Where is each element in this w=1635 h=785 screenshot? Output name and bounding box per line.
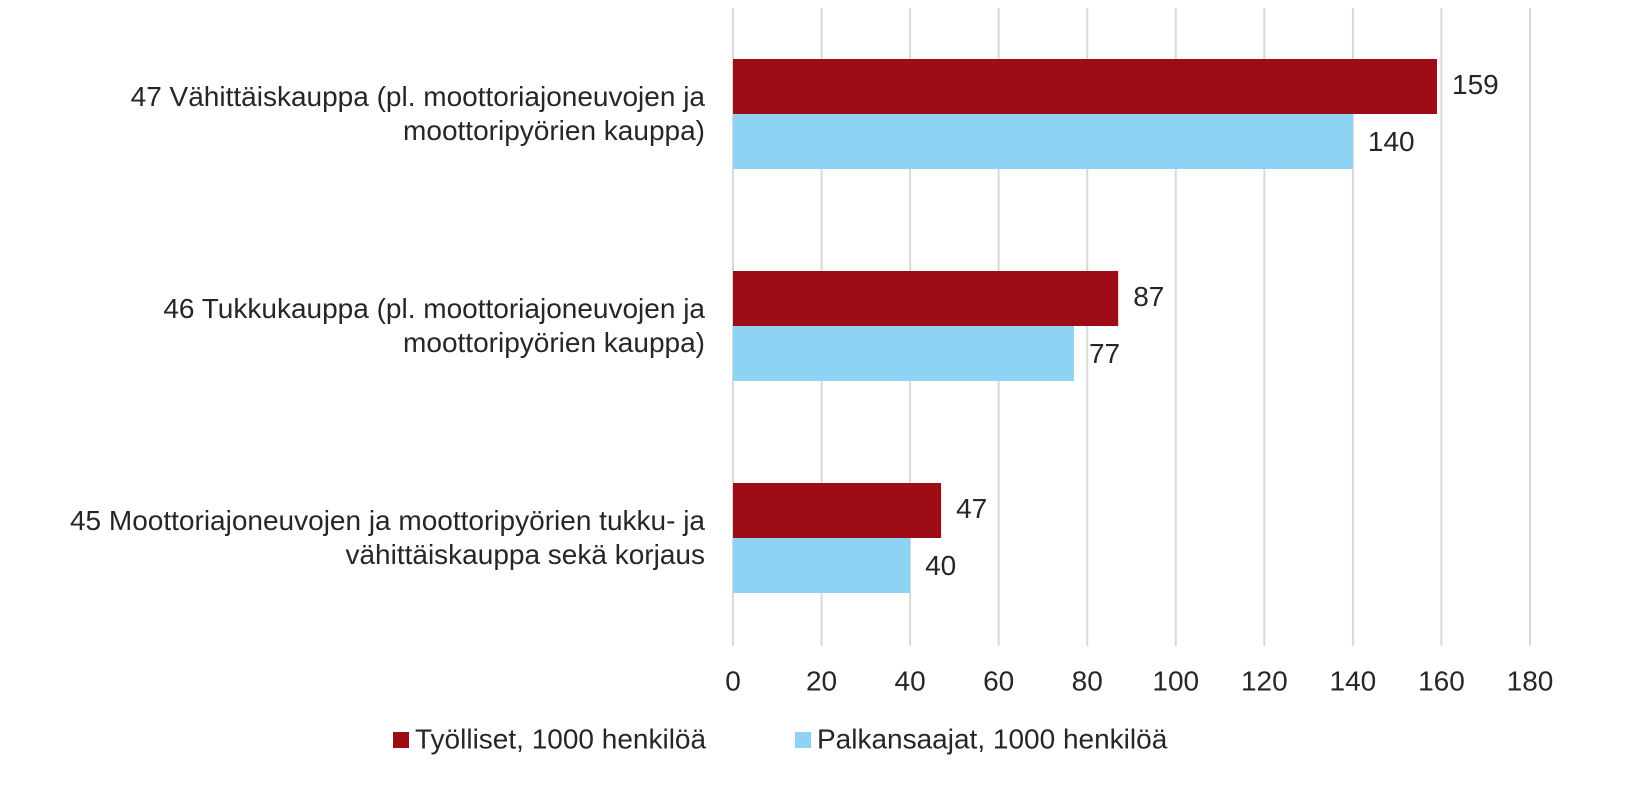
data-label: 87 — [1133, 281, 1164, 312]
bar — [733, 114, 1353, 169]
x-tick-label: 80 — [1072, 665, 1103, 696]
x-tick-label: 180 — [1507, 665, 1554, 696]
data-label: 40 — [925, 550, 956, 581]
legend-label: Palkansaajat, 1000 henkilöä — [817, 723, 1168, 754]
data-label: 47 — [956, 493, 987, 524]
data-label: 77 — [1089, 338, 1120, 369]
x-tick-label: 120 — [1241, 665, 1288, 696]
data-label: 140 — [1368, 126, 1415, 157]
legend-swatch — [393, 732, 409, 748]
x-tick-label: 0 — [725, 665, 741, 696]
bar — [733, 538, 911, 593]
bar — [733, 326, 1074, 381]
x-tick-label: 20 — [806, 665, 837, 696]
x-tick-label: 40 — [895, 665, 926, 696]
bar — [733, 271, 1119, 326]
data-label: 159 — [1452, 69, 1499, 100]
x-tick-label: 60 — [983, 665, 1014, 696]
legend-swatch — [795, 732, 811, 748]
category-label: 47 Vähittäiskauppa (pl. moottoriajoneuvo… — [130, 81, 705, 146]
bar — [733, 483, 942, 538]
category-label: 45 Moottoriajoneuvojen ja moottoripyörie… — [69, 505, 705, 570]
category-label: 46 Tukkukauppa (pl. moottoriajoneuvojen … — [163, 293, 705, 358]
legend-label: Työlliset, 1000 henkilöä — [415, 723, 707, 754]
x-tick-label: 160 — [1418, 665, 1465, 696]
x-tick-label: 100 — [1152, 665, 1199, 696]
bar — [733, 59, 1438, 114]
x-tick-label: 140 — [1330, 665, 1377, 696]
